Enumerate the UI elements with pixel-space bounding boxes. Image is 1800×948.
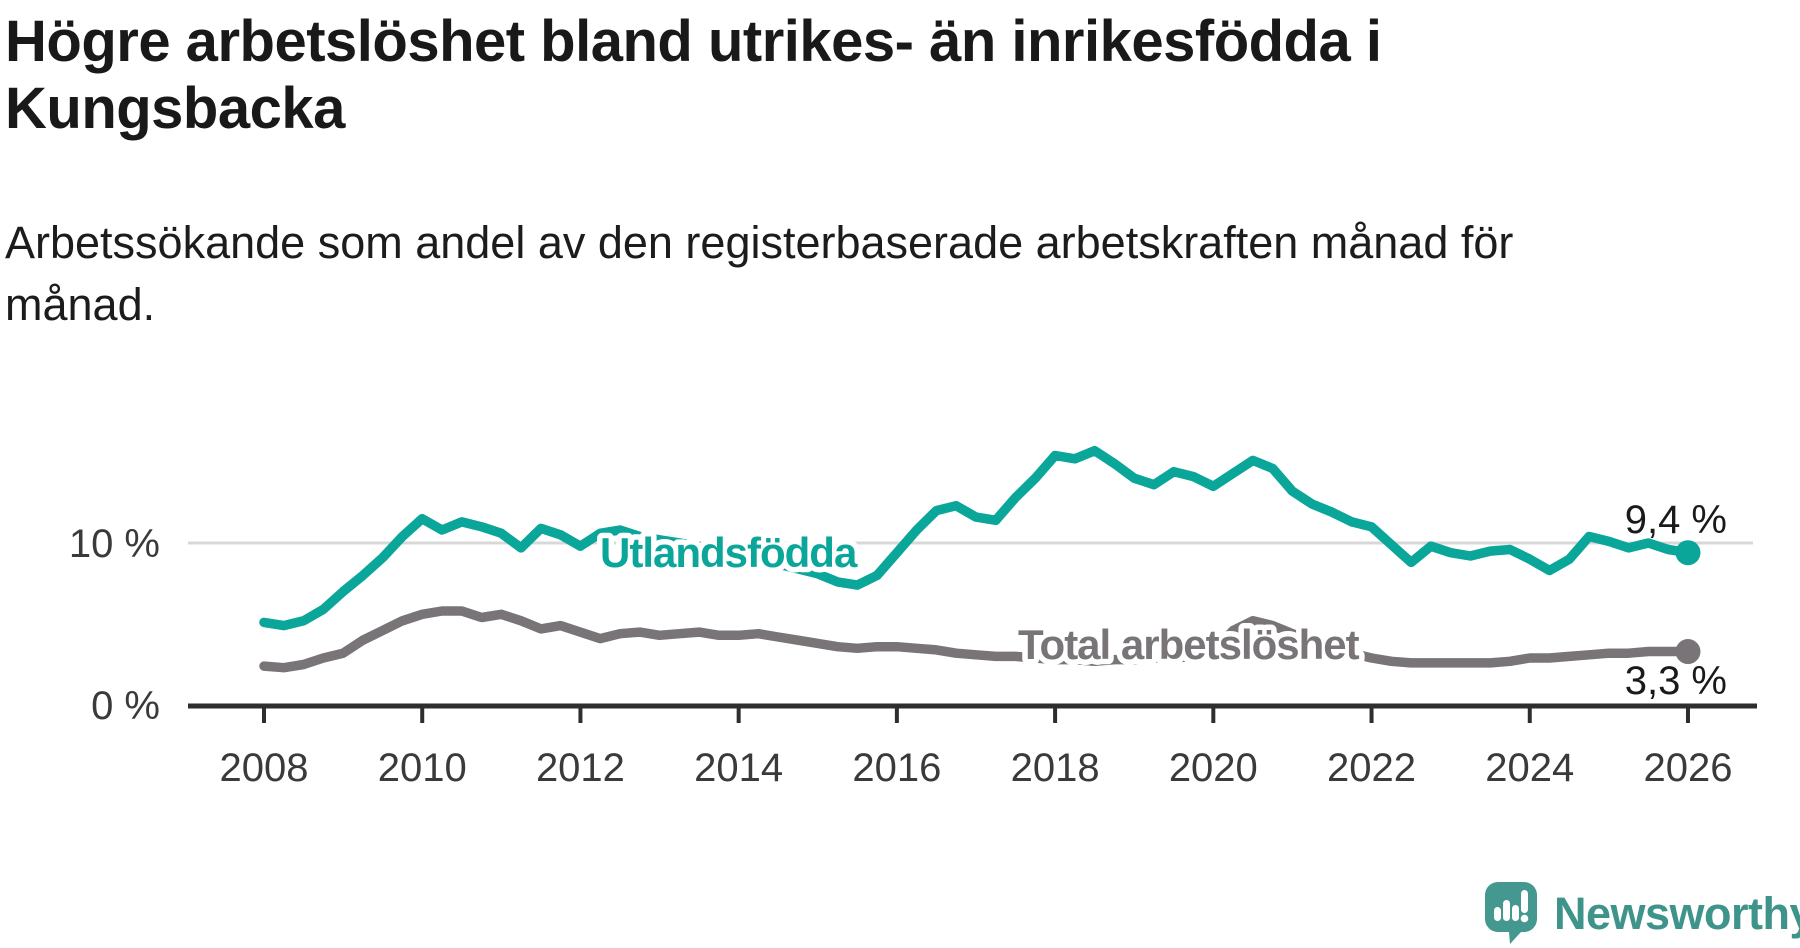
y-axis-tick-label-0: 0 % [91,684,160,728]
x-axis-tick-label-2010: 2010 [378,746,467,790]
series-end-value-labels: 9,4 % 3,3 % [1625,498,1727,703]
newsworthy-wordmark: Newsworthy [1554,888,1800,939]
series-end-value-total-arbetsloshet: 3,3 % [1625,659,1727,703]
series-end-value-utlandsfodda: 9,4 % [1625,498,1727,542]
x-axis-tick-label-2016: 2016 [852,746,941,790]
x-axis-tick-label-2020: 2020 [1169,746,1258,790]
series-end-dot-total-arbetsloshet [1675,639,1701,665]
series-line-utlandsfodda [259,445,1693,631]
newsworthy-branding: Newsworthy [1484,880,1800,948]
y-axis-tick-label-10: 10 % [69,522,160,566]
x-axis-tick-label-2018: 2018 [1011,746,1100,790]
x-axis-ticks: 2008 2010 2012 2014 2016 2018 2020 2022 2024 2026 [220,708,1732,790]
x-axis-tick-label-2022: 2022 [1327,746,1416,790]
page-title-line1: Högre arbetslöshet bland utrikes- än inr… [5,9,1382,74]
x-axis-tick-label-2012: 2012 [536,746,625,790]
x-axis-tick-label-2014: 2014 [694,746,783,790]
series-label-utlandsfodda: Utlandsfödda [600,529,858,576]
newsworthy-bubble-chart-icon [1485,882,1537,944]
page-title: Högre arbetslöshet bland utrikes- än inr… [5,8,1505,143]
series-label-total-arbetsloshet: Total arbetslöshet [1018,621,1360,668]
page-title-line2: Kungsbacka [5,76,345,142]
series-end-dots [1675,540,1701,665]
series-end-dot-utlandsfodda [1675,540,1701,566]
chart-subtitle-line1: Arbetssökande som andel av den registerb… [5,217,1514,268]
series-lines [259,445,1693,673]
x-axis-tick-label-2026: 2026 [1643,746,1732,790]
chart-subtitle: Arbetssökande som andel av den registerb… [5,212,1705,336]
series-labels: Utlandsfödda Total arbetslöshet [595,524,1367,674]
x-axis-tick-label-2024: 2024 [1485,746,1574,790]
y-axis-labels: 0 % 10 % [69,522,160,728]
series-line-total-arbetsloshet [259,606,1693,673]
x-axis-tick-label-2008: 2008 [220,746,309,790]
chart-subtitle-line2: månad. [5,279,156,331]
